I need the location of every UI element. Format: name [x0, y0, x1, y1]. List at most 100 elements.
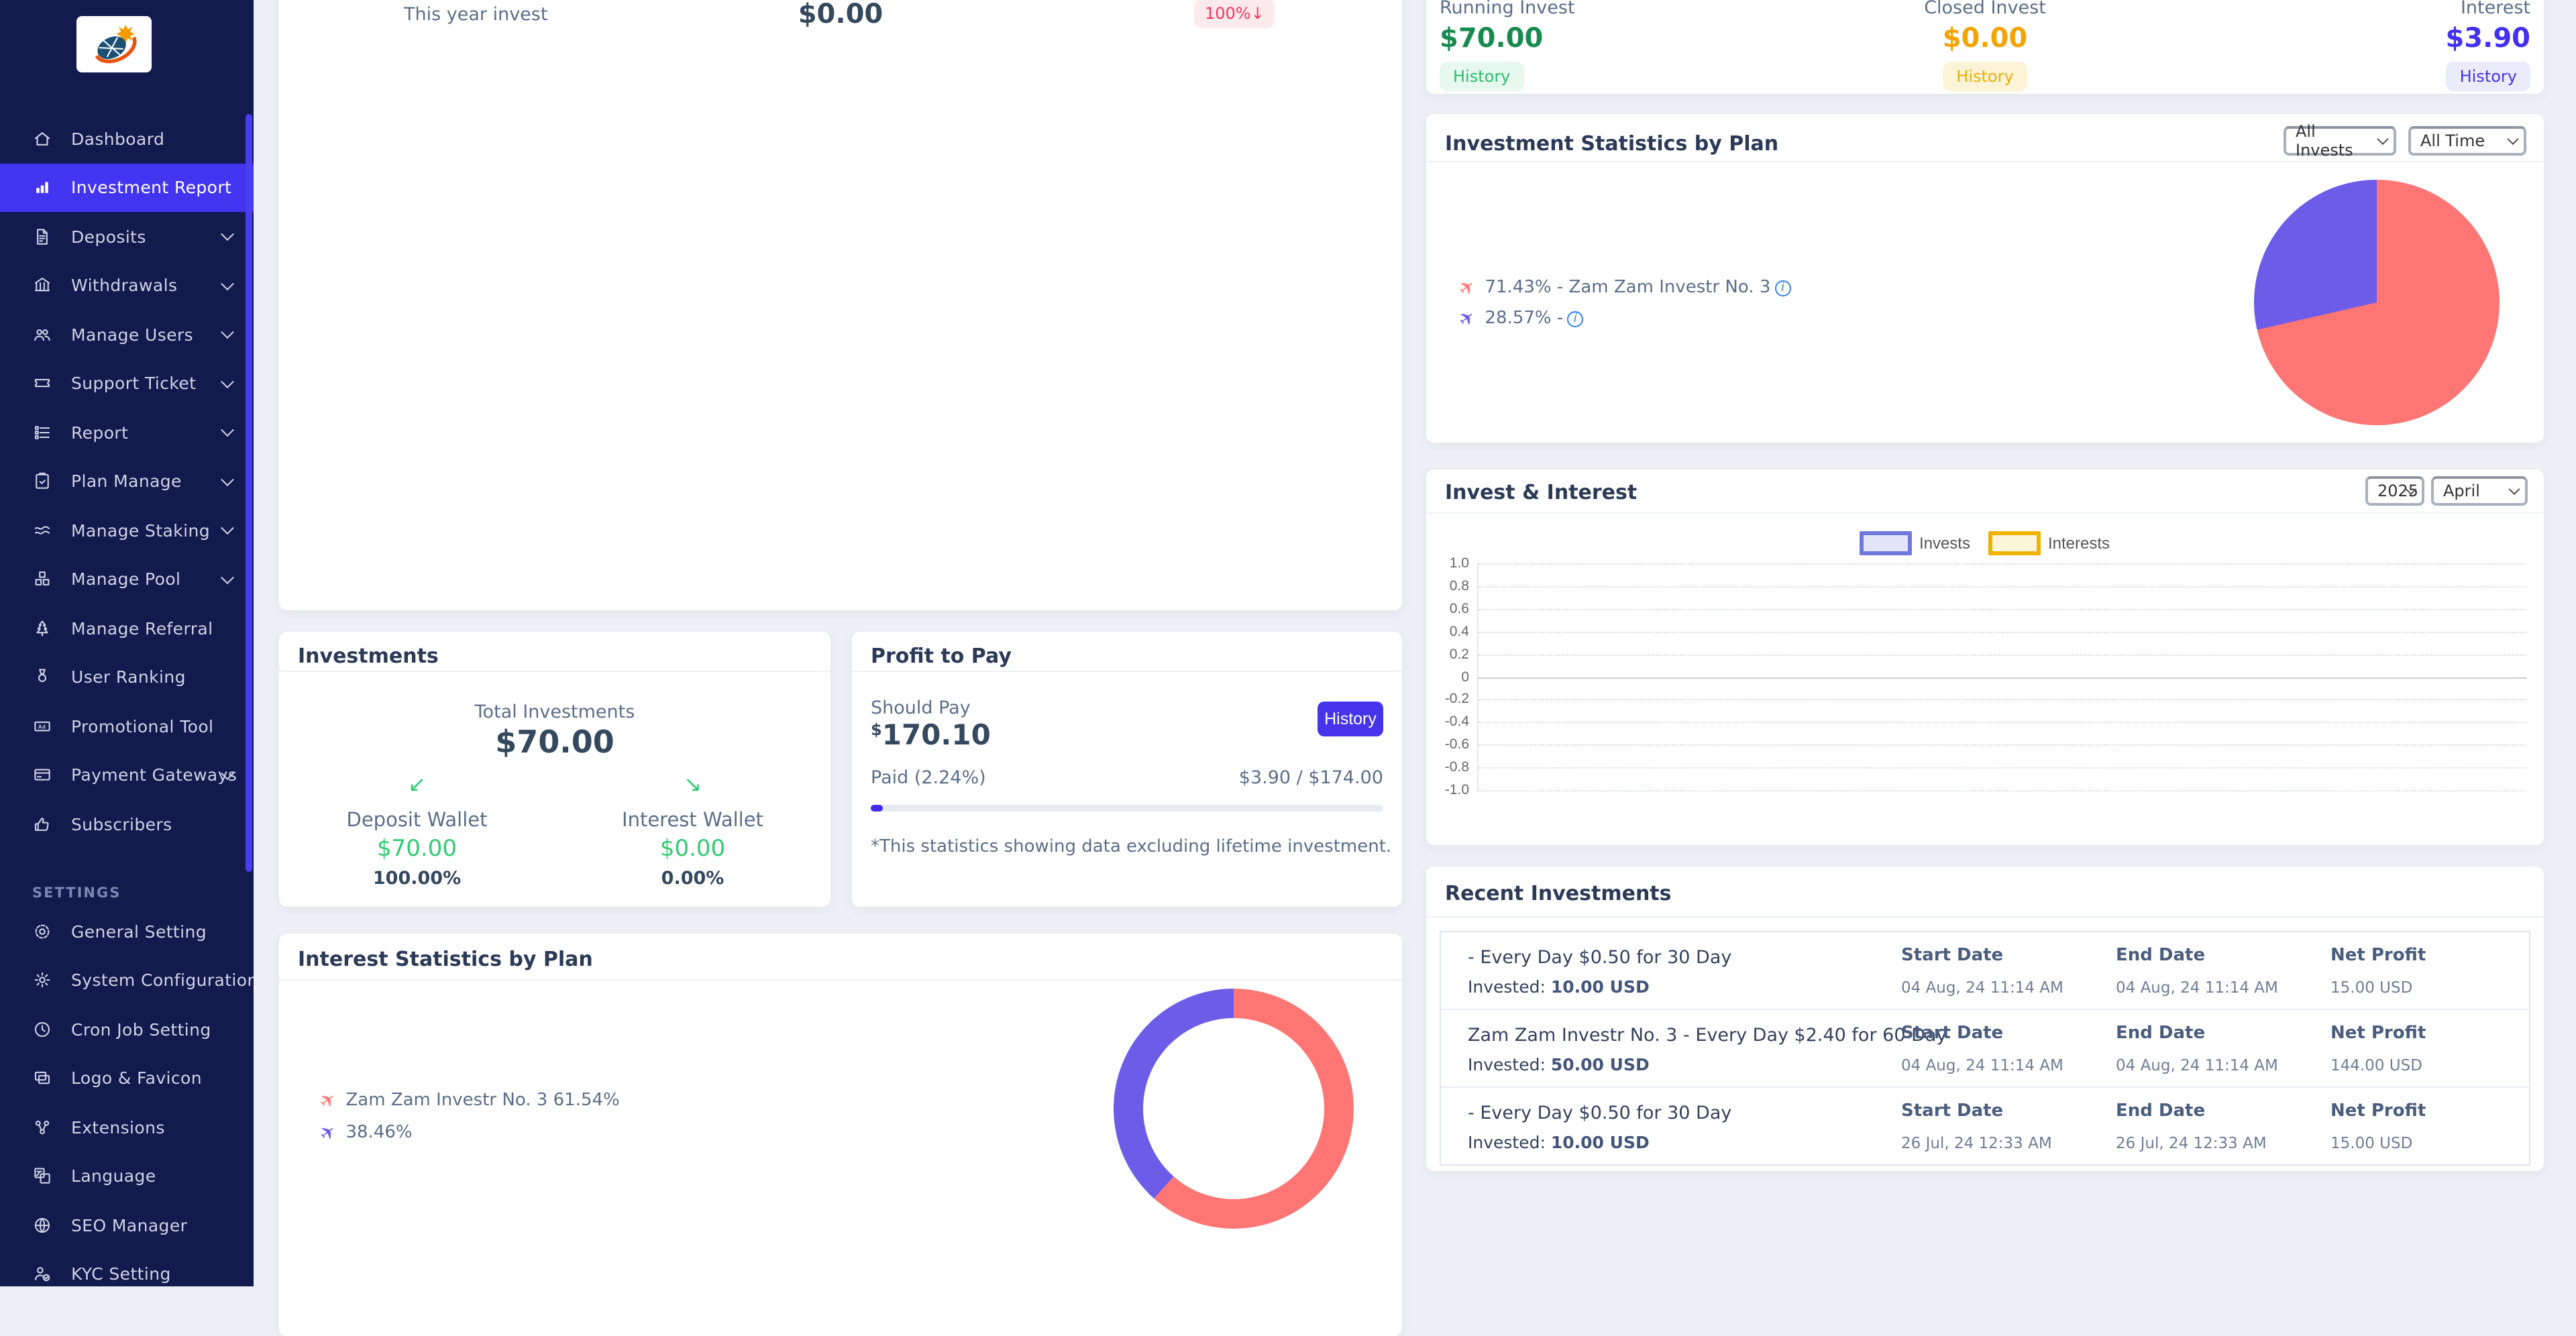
- interest-donut-chart: [1114, 989, 1354, 1229]
- sidebar-item-general-setting[interactable]: General Setting: [0, 907, 254, 956]
- sidebar-item-label: Logo & Favicon: [71, 1068, 202, 1089]
- sidebar-item-dashboard[interactable]: Dashboard: [0, 114, 254, 163]
- sidebar-scrollbar-thumb[interactable]: [246, 114, 252, 872]
- select-value: All Invests: [2296, 122, 2353, 160]
- table-row[interactable]: - Every Day $0.50 for 30 Day Invested: 1…: [1441, 932, 2529, 1011]
- interest-history-button[interactable]: History: [2446, 62, 2530, 91]
- running-history-button[interactable]: History: [1440, 62, 1524, 91]
- plan-name: - Every Day $0.50 for 30 Day: [1468, 1103, 1732, 1125]
- y-tick: 0: [1461, 669, 1469, 685]
- sidebar-item-subscribers[interactable]: Subscribers: [0, 799, 254, 848]
- invests-filter-select[interactable]: All Invests: [2284, 122, 2396, 160]
- sidebar-item-label: Plan Manage: [71, 471, 182, 492]
- sidebar-item-label: Support Ticket: [71, 373, 197, 394]
- history-button[interactable]: History: [1318, 702, 1383, 736]
- sidebar-item-extensions[interactable]: Extensions: [0, 1103, 254, 1152]
- bank-icon: [34, 278, 50, 292]
- sidebar-item-manage-staking[interactable]: Manage Staking: [0, 506, 254, 555]
- legend-text: Zam Zam Investr No. 3 61.54%: [345, 1091, 620, 1111]
- info-icon[interactable]: i: [1774, 280, 1791, 296]
- y-tick: 0.8: [1449, 578, 1469, 594]
- sidebar-item-user-ranking[interactable]: User Ranking: [0, 653, 254, 702]
- legend-text: 71.43% - Zam Zam Investr No. 3: [1485, 278, 1771, 298]
- bar-chart-icon: [36, 182, 48, 194]
- card-title: Investment Statistics by Plan: [1445, 131, 1779, 156]
- legend-invests[interactable]: Invests: [1860, 531, 1970, 555]
- recent-investments-card: Recent Investments - Every Day $0.50 for…: [1426, 867, 2544, 1171]
- chevron-down-icon: [2377, 133, 2389, 146]
- ad-icon: Ad: [34, 721, 50, 731]
- sidebar-item-kyc-setting[interactable]: KYC Setting: [0, 1249, 254, 1286]
- sidebar-item-withdrawals[interactable]: Withdrawals: [0, 261, 254, 310]
- sidebar-item-manage-users[interactable]: Manage Users: [0, 310, 254, 359]
- wallet-name: Interest Wallet: [622, 810, 763, 832]
- sidebar-item-report[interactable]: Report: [0, 408, 254, 457]
- layers-icon: [34, 1072, 50, 1084]
- y-tick: 1.0: [1449, 555, 1469, 571]
- clock-icon: [34, 1021, 50, 1037]
- tree-icon: [36, 620, 48, 636]
- table-row[interactable]: - Every Day $0.50 for 30 Day Invested: 1…: [1468, 1101, 2426, 1153]
- sidebar-item-label: Subscribers: [71, 814, 172, 834]
- year-invest-label: This year invest: [404, 4, 548, 25]
- chevron-down-icon: [221, 325, 234, 339]
- user-check-icon: [34, 1267, 50, 1282]
- sidebar-item-system-configuration[interactable]: System Configuration: [0, 956, 254, 1005]
- interest-statistics-card: Interest Statistics by Plan ✈ Zam Zam In…: [279, 934, 1402, 1336]
- month-select[interactable]: April: [2431, 476, 2528, 506]
- y-tick: -1.0: [1444, 782, 1469, 798]
- info-icon[interactable]: i: [1567, 311, 1584, 327]
- legend-interests[interactable]: Interests: [1988, 531, 2110, 555]
- y-tick: -0.6: [1444, 736, 1469, 753]
- wallet-percent: 100.00%: [372, 868, 462, 889]
- sidebar-item-manage-referral[interactable]: Manage Referral: [0, 604, 254, 653]
- file-invoice-icon: [37, 228, 48, 245]
- year-invest-value: $0.00: [798, 0, 883, 30]
- sidebar-item-seo-manager[interactable]: SEO Manager: [0, 1201, 254, 1249]
- divider: [1426, 161, 2544, 162]
- sidebar-item-promotional-tool[interactable]: Ad Promotional Tool: [0, 702, 254, 750]
- paid-progress-track: [871, 805, 1383, 812]
- sidebar-item-investment-report[interactable]: Investment Report: [0, 163, 254, 212]
- list-icon: [34, 425, 50, 439]
- stat-value: $70.00: [1440, 21, 1544, 54]
- y-tick: 0.6: [1449, 601, 1469, 617]
- arrow-down-right-icon: ↘: [684, 771, 702, 797]
- top-stats-card: Running Invest $70.00 History Closed Inv…: [1426, 0, 2544, 94]
- divider: [1426, 916, 2544, 917]
- y-tick: 0.4: [1449, 624, 1469, 640]
- recent-investments-table: - Every Day $0.50 for 30 Day Invested: 1…: [1440, 931, 2530, 1166]
- year-select[interactable]: 2025: [2365, 476, 2424, 506]
- sidebar-item-plan-manage[interactable]: Plan Manage: [0, 457, 254, 506]
- donut-hole: [1143, 1018, 1324, 1199]
- deposit-wallet-col: ↙ Deposit Wallet $70.00 100.00%: [279, 771, 555, 889]
- brand-logo[interactable]: [76, 16, 152, 72]
- sidebar-item-label: Cron Job Setting: [71, 1019, 211, 1040]
- should-pay-label: Should Pay: [871, 698, 971, 719]
- sidebar-item-support-ticket[interactable]: Support Ticket: [0, 359, 254, 408]
- sidebar-item-label: SEO Manager: [71, 1215, 188, 1235]
- thumbs-up-icon: [34, 817, 49, 831]
- arrow-down-left-icon: ↙: [408, 771, 426, 797]
- card-title: Profit to Pay: [871, 644, 1012, 668]
- sidebar-item-payment-gateways[interactable]: Payment Gateways: [0, 750, 254, 799]
- donut-legend-item: ✈ 38.46%: [316, 1119, 413, 1146]
- sidebar-item-manage-pool[interactable]: Manage Pool: [0, 555, 254, 604]
- chevron-down-icon: [221, 227, 234, 241]
- sidebar-item-logo-favicon[interactable]: Logo & Favicon: [0, 1054, 254, 1103]
- chevron-down-icon: [221, 521, 234, 535]
- interest-wallet-col: ↘ Interest Wallet $0.00 0.00%: [555, 771, 830, 889]
- time-filter-select[interactable]: All Time: [2408, 126, 2526, 156]
- closed-history-button[interactable]: History: [1943, 62, 2027, 91]
- sidebar-item-cron-job-setting[interactable]: Cron Job Setting: [0, 1005, 254, 1054]
- table-row[interactable]: Zam Zam Investr No. 3 - Every Day $2.40 …: [1441, 1010, 2529, 1089]
- sidebar-item-language[interactable]: Language: [0, 1152, 254, 1201]
- sidebar-item-label: Withdrawals: [71, 275, 178, 296]
- plane-icon: ✈: [315, 1087, 341, 1114]
- sidebar-item-deposits[interactable]: Deposits: [0, 212, 254, 261]
- divider: [279, 671, 830, 672]
- wallet-columns: ↙ Deposit Wallet $70.00 100.00% ↘ Intere…: [279, 771, 830, 889]
- divider: [279, 979, 1402, 981]
- sidebar: Dashboard Investment Report Deposits Wit…: [0, 0, 254, 1286]
